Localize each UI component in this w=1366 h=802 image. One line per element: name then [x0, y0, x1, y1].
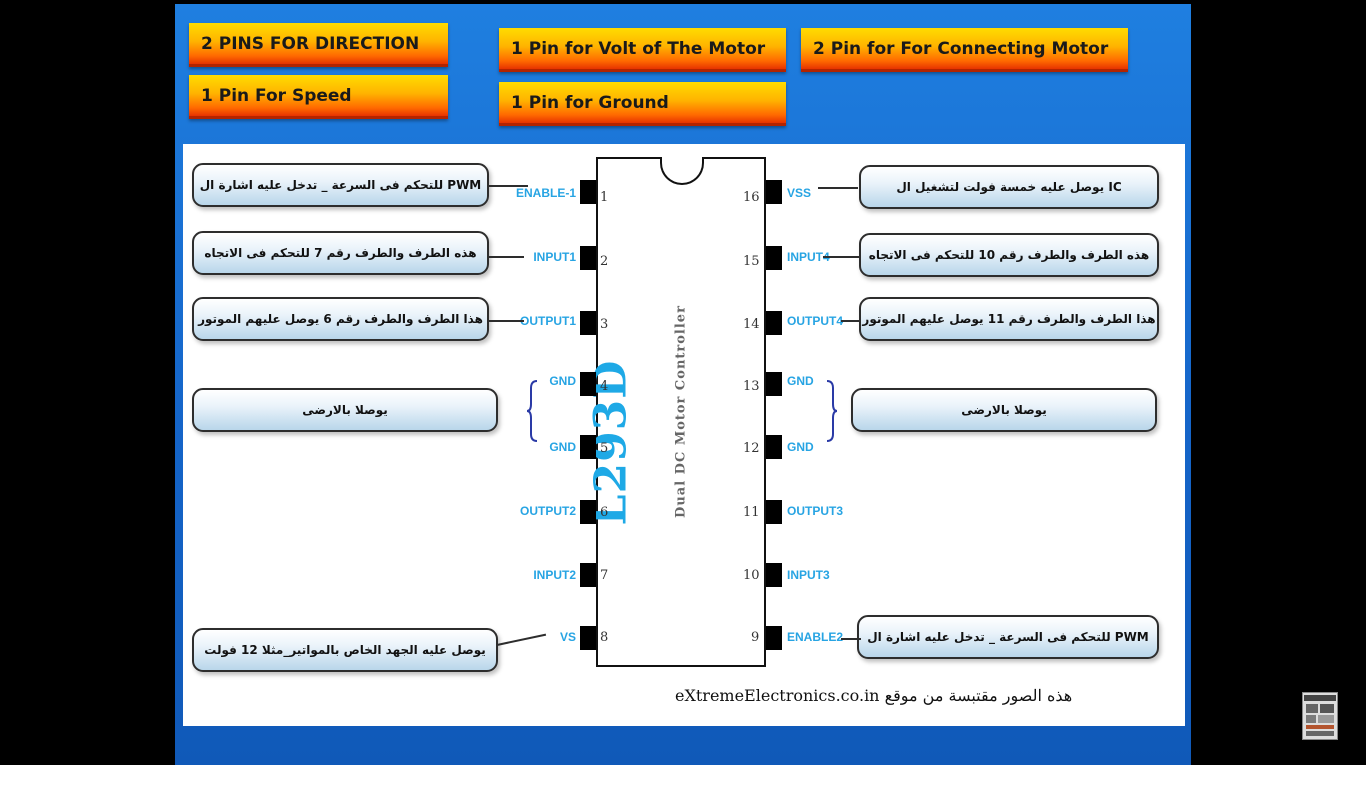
- pin-number: 16: [743, 190, 760, 205]
- pin-number: 7: [600, 568, 609, 583]
- pin-number: 3: [600, 317, 609, 332]
- tag-direction: 2 PINS FOR DIRECTION: [189, 23, 448, 67]
- callout-enable2: للتحكم فى السرعة _ تدخل عليه اشارة ال PW…: [857, 615, 1159, 659]
- pin-16: [766, 180, 782, 204]
- callout-vss: يوصل عليه خمسة فولت لتشغيل ال IC: [859, 165, 1159, 209]
- pin-1: [580, 180, 596, 204]
- pin-3: [580, 311, 596, 335]
- callout-enable1: للتحكم فى السرعة _ تدخل عليه اشارة ال PW…: [192, 163, 489, 207]
- callout-tail: [488, 256, 524, 258]
- pin-number: 14: [743, 317, 760, 332]
- ic-chip: L293D Dual DC Motor Controller: [586, 157, 766, 667]
- pin-number: 11: [743, 505, 760, 520]
- pin-9: [766, 626, 782, 650]
- pin-label-output2: OUTPUT2: [519, 504, 576, 518]
- chip-subtitle: Dual DC Motor Controller: [673, 305, 689, 518]
- pin-10: [766, 563, 782, 587]
- footer-credit: هذه الصور مقتبسة من موقع eXtremeElectron…: [675, 686, 1073, 705]
- tag-ground: 1 Pin for Ground: [499, 82, 786, 126]
- pin-label-output4: OUTPUT4: [787, 314, 844, 328]
- pin-7: [580, 563, 596, 587]
- tag-volt: 1 Pin for Volt of The Motor: [499, 28, 786, 72]
- callout-gnd-left: يوصلا بالارضى: [192, 388, 498, 432]
- pin-number: 5: [600, 441, 609, 456]
- pin-number: 1: [600, 190, 609, 205]
- brace-left: [527, 380, 538, 442]
- pin-2: [580, 246, 596, 270]
- pin-6: [580, 500, 596, 524]
- thumbnail-icon[interactable]: [1302, 692, 1338, 740]
- pin-label-gnd12: GND: [787, 440, 814, 454]
- pin-11: [766, 500, 782, 524]
- callout-tail: [818, 187, 858, 189]
- pin-label-input3: INPUT3: [787, 568, 830, 582]
- slide: 2 PINS FOR DIRECTION 1 Pin For Speed 1 P…: [175, 4, 1191, 765]
- tag-connecting: 2 Pin for For Connecting Motor: [801, 28, 1128, 72]
- pin-14: [766, 311, 782, 335]
- callout-vs: يوصل عليه الجهد الخاص بالمواتير_مثلا 12 …: [192, 628, 498, 672]
- pin-13: [766, 372, 782, 396]
- callout-input4: هذه الطرف والطرف رقم 10 للتحكم فى الاتجا…: [859, 233, 1159, 277]
- tag-speed: 1 Pin For Speed: [189, 75, 448, 119]
- bottom-bar: [0, 765, 1366, 802]
- pin-label-output1: OUTPUT1: [519, 314, 576, 328]
- pin-label-enable2: ENABLE2: [787, 630, 844, 644]
- callout-tail: [488, 320, 524, 322]
- pin-number: 9: [751, 630, 760, 645]
- pin-label-input2: INPUT2: [533, 568, 576, 582]
- pin-12: [766, 435, 782, 459]
- pin-number: 4: [600, 379, 609, 394]
- pin-label-gnd4: GND: [549, 374, 576, 388]
- pin-label-gnd5: GND: [549, 440, 576, 454]
- callout-tail: [488, 185, 528, 187]
- pin-4: [580, 372, 596, 396]
- pin-number: 10: [743, 568, 760, 583]
- brace-right: [826, 380, 837, 442]
- callout-input1: هذه الطرف والطرف رقم 7 للتحكم فى الاتجاه: [192, 231, 489, 275]
- pin-label-input4: INPUT4: [787, 250, 830, 264]
- callout-gnd-right: يوصلا بالارضى: [851, 388, 1157, 432]
- pin-number: 8: [600, 630, 609, 645]
- callout-tail: [841, 320, 859, 322]
- pin-label-gnd13: GND: [787, 374, 814, 388]
- pin-label-vs: VS: [559, 630, 576, 644]
- pin-label-enable1: ENABLE-1: [515, 186, 576, 200]
- pin-number: 6: [600, 505, 609, 520]
- pin-8: [580, 626, 596, 650]
- pin-15: [766, 246, 782, 270]
- pin-label-vss: VSS: [787, 186, 812, 200]
- callout-output4: هذا الطرف والطرف رقم 11 يوصل عليهم الموت…: [859, 297, 1159, 341]
- callout-tail: [841, 638, 861, 640]
- callout-tail: [823, 256, 859, 258]
- pin-number: 15: [743, 254, 760, 269]
- pin-number: 2: [600, 254, 609, 269]
- callout-output1: هذا الطرف والطرف رقم 6 يوصل عليهم الموتو…: [192, 297, 489, 341]
- chip-notch: [660, 157, 704, 185]
- pin-number: 13: [743, 379, 760, 394]
- pin-label-output3: OUTPUT3: [787, 504, 844, 518]
- pin-5: [580, 435, 596, 459]
- pin-number: 12: [743, 441, 760, 456]
- pin-label-input1: INPUT1: [533, 250, 576, 264]
